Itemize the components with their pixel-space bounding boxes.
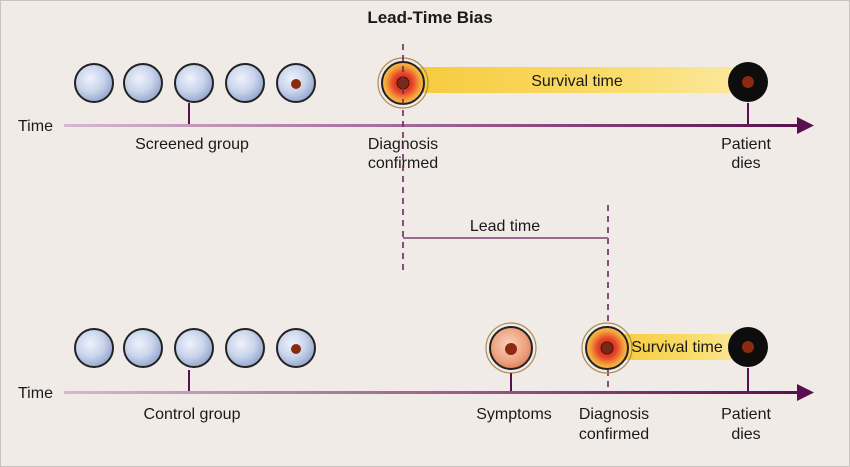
control-symptoms-label: Symptoms bbox=[476, 406, 552, 423]
control-symptoms-icon bbox=[485, 322, 537, 374]
lead-time-label: Lead time bbox=[470, 218, 540, 235]
screened-diagnosis-label-line2: confirmed bbox=[368, 155, 438, 172]
control-tumor-icon bbox=[581, 322, 633, 374]
control-death-icon bbox=[728, 327, 768, 367]
screened-cell-1 bbox=[74, 63, 114, 103]
control-cell-4 bbox=[225, 328, 265, 368]
screened-cell-2 bbox=[123, 63, 163, 103]
screened-survival-band bbox=[404, 67, 747, 93]
screened-cell-5-nucleus bbox=[291, 79, 301, 89]
control-time-axis bbox=[64, 391, 798, 394]
screened-death-label-line1: Patient bbox=[721, 136, 771, 153]
screened-time-axis bbox=[64, 124, 798, 127]
control-death-label-line2: dies bbox=[731, 426, 760, 443]
screened-axis-arrowhead bbox=[797, 117, 814, 134]
control-cell-5-nucleus bbox=[291, 344, 301, 354]
screened-cell-4 bbox=[225, 63, 265, 103]
control-cell-2 bbox=[123, 328, 163, 368]
screened-cells bbox=[74, 63, 316, 103]
screened-death-icon bbox=[728, 62, 768, 102]
control-cell-3 bbox=[174, 328, 214, 368]
control-cells bbox=[74, 328, 316, 368]
control-cell-1 bbox=[74, 328, 114, 368]
control-survival-label: Survival time bbox=[631, 339, 723, 356]
control-group-label: Control group bbox=[144, 406, 241, 423]
screened-survival-label: Survival time bbox=[531, 73, 623, 90]
control-survival-band bbox=[610, 334, 747, 360]
screened-death-label-line2: dies bbox=[731, 155, 760, 172]
control-death-label-line1: Patient bbox=[721, 406, 771, 423]
control-axis-label: Time bbox=[18, 385, 53, 402]
screened-axis-label: Time bbox=[18, 118, 53, 135]
control-diagnosis-label-line1: Diagnosis bbox=[579, 406, 649, 423]
screened-cell-3 bbox=[174, 63, 214, 103]
diagram-title: Lead-Time Bias bbox=[367, 8, 492, 27]
screened-group-label: Screened group bbox=[135, 136, 249, 153]
control-axis-arrowhead bbox=[797, 384, 814, 401]
control-diagnosis-label-line2: confirmed bbox=[579, 426, 649, 443]
